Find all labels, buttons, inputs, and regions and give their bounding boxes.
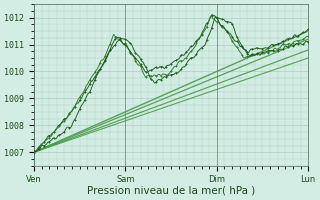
X-axis label: Pression niveau de la mer( hPa ): Pression niveau de la mer( hPa ) [87,186,255,196]
